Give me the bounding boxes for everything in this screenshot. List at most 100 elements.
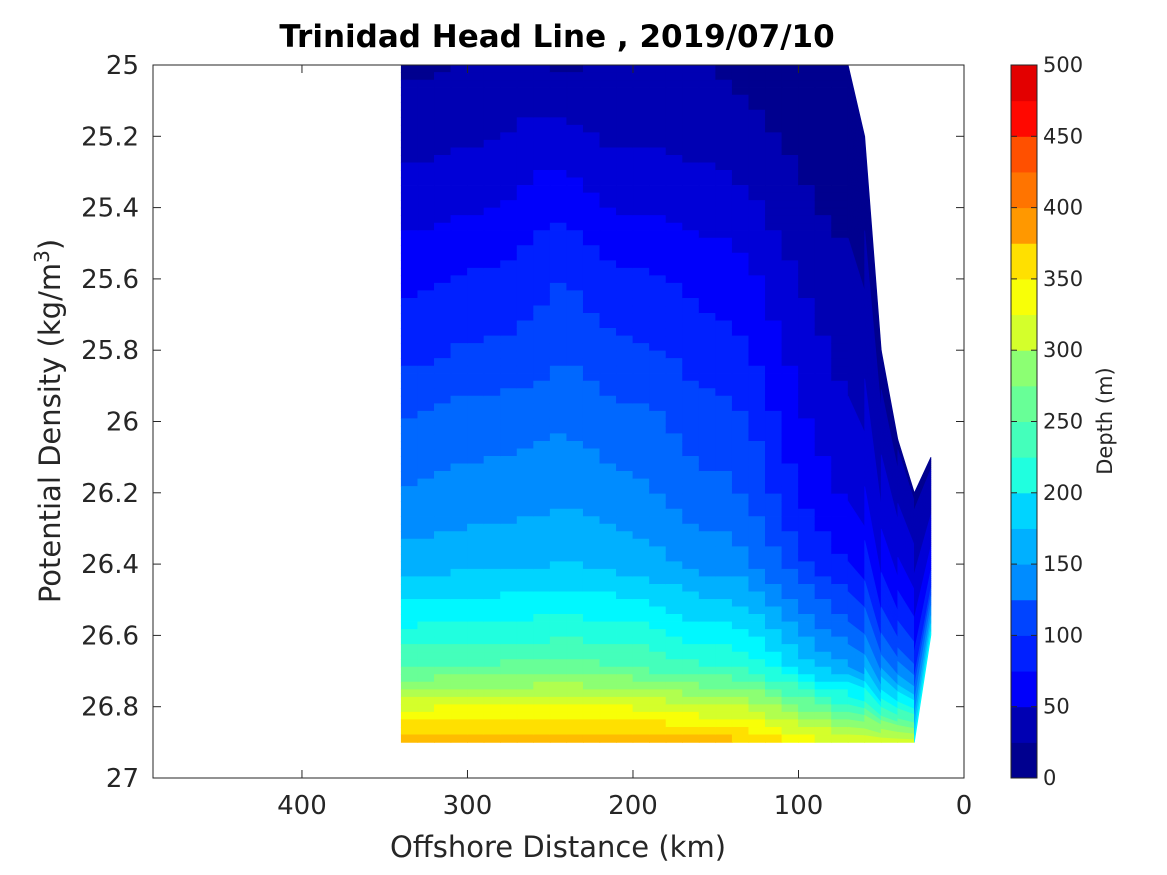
contour-cell — [549, 237, 568, 246]
colorbar-band — [1011, 599, 1037, 636]
contour-cell — [731, 343, 750, 352]
contour-cell — [748, 493, 766, 502]
contour-cell — [417, 659, 435, 668]
contour-cell — [831, 583, 849, 593]
contour-cell — [582, 87, 601, 96]
contour-cell — [400, 629, 419, 638]
contour-cell — [450, 297, 468, 307]
contour-cell — [632, 583, 650, 593]
contour-cell — [417, 493, 435, 502]
contour-cell — [731, 606, 750, 615]
y-tick-label: 27 — [106, 764, 139, 794]
contour-cell — [632, 215, 650, 224]
contour-cell — [516, 531, 535, 540]
contour-cell — [599, 546, 617, 555]
contour-cell — [533, 410, 551, 420]
contour-cell — [765, 388, 783, 397]
contour-cell — [549, 147, 568, 156]
contour-cell — [798, 395, 816, 405]
contour-cell — [467, 192, 485, 201]
contour-cell — [599, 365, 617, 374]
contour-cell — [549, 448, 568, 457]
contour-cell — [715, 388, 733, 397]
contour-cell — [781, 185, 799, 194]
contour-cell — [814, 486, 832, 495]
contour-cell — [500, 305, 518, 314]
contour-cell — [781, 297, 799, 307]
contour-cell — [731, 170, 750, 179]
contour-cell — [698, 215, 717, 224]
contour-cell — [814, 696, 832, 706]
contour-cell — [765, 410, 783, 420]
contour-cell — [417, 237, 435, 246]
colorbar-tick-label: 0 — [1043, 766, 1056, 790]
contour-cell — [516, 614, 535, 623]
contour-cell — [549, 380, 568, 389]
contour-cell — [632, 72, 650, 81]
contour-cell — [400, 583, 419, 593]
contour-cell — [682, 614, 700, 623]
contour-cell — [467, 94, 485, 103]
y-tick-label: 26.6 — [81, 621, 139, 651]
contour-cell — [649, 561, 667, 570]
contour-cell — [549, 621, 568, 630]
contour-cell — [632, 726, 650, 736]
contour-cell — [434, 531, 452, 540]
contour-cell — [831, 561, 849, 570]
contour-cell — [781, 433, 799, 442]
contour-cell — [682, 305, 700, 314]
contour-cell — [715, 659, 733, 668]
contour-cell — [649, 365, 667, 374]
contour-cell — [549, 598, 568, 608]
contour-cell — [467, 252, 485, 262]
contour-cell — [434, 681, 452, 691]
contour-cell — [765, 380, 783, 389]
contour-cell — [599, 606, 617, 615]
contour-cell — [649, 177, 667, 186]
contour-cell — [665, 636, 683, 645]
contour-cell — [450, 719, 468, 728]
contour-cell — [500, 320, 518, 329]
contour-cell — [483, 501, 501, 510]
contour-cell — [483, 170, 501, 179]
contour-cell — [566, 553, 584, 563]
contour-cell — [765, 350, 783, 359]
contour-cell — [417, 516, 435, 525]
contour-cell — [582, 305, 601, 314]
contour-cell — [831, 674, 849, 683]
contour-cell — [814, 516, 832, 525]
contour-cell — [434, 606, 452, 615]
contour-cell — [467, 531, 485, 540]
contour-cell — [533, 380, 551, 389]
contour-cell — [582, 275, 601, 284]
contour-cell — [715, 147, 733, 156]
contour-cell — [731, 546, 750, 555]
contour-cell — [417, 124, 435, 134]
contour-cell — [417, 644, 435, 653]
contour-cell — [566, 79, 584, 88]
contour-cell — [781, 689, 799, 698]
contour-cell — [814, 403, 832, 412]
contour-cell — [649, 583, 667, 593]
contour-cell — [814, 463, 832, 472]
contour-cell — [533, 192, 551, 201]
contour-cell — [566, 568, 584, 578]
contour-cell — [400, 72, 419, 81]
contour-cell — [698, 689, 717, 698]
contour-cell — [599, 636, 617, 645]
contour-cell — [599, 185, 617, 194]
contour-cell — [566, 410, 584, 420]
contour-cell — [682, 222, 700, 231]
contour-cell — [400, 65, 419, 73]
contour-cell — [467, 365, 485, 374]
contour-cell — [831, 689, 849, 698]
contour-cell — [500, 478, 518, 487]
contour-cell — [483, 471, 501, 480]
contour-cell — [450, 365, 468, 374]
contour-cell — [798, 79, 816, 88]
contour-cell — [665, 591, 683, 600]
contour-cell — [483, 162, 501, 171]
contour-cell — [649, 689, 667, 698]
contour-cell — [582, 170, 601, 179]
contour-cell — [549, 568, 568, 578]
